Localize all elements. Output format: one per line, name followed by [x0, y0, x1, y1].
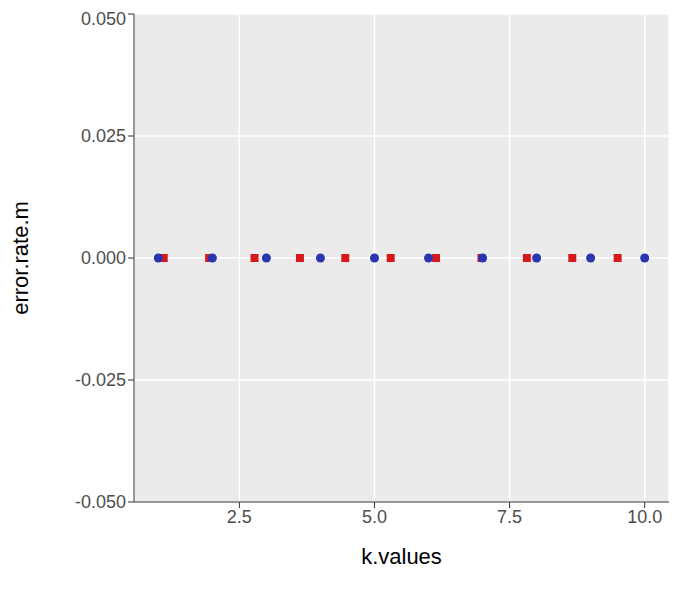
svg-text:7.5: 7.5: [497, 507, 522, 527]
svg-text:k.values: k.values: [361, 544, 442, 569]
svg-text:2.5: 2.5: [227, 507, 252, 527]
svg-text:error.rate.m: error.rate.m: [8, 201, 33, 315]
svg-text:-0.050: -0.050: [75, 492, 126, 512]
svg-text:5.0: 5.0: [362, 507, 387, 527]
svg-text:0.050: 0.050: [81, 9, 126, 29]
svg-text:10.0: 10.0: [627, 507, 662, 527]
svg-text:0.000: 0.000: [81, 248, 126, 268]
svg-text:0.025: 0.025: [81, 126, 126, 146]
svg-text:-0.025: -0.025: [75, 370, 126, 390]
